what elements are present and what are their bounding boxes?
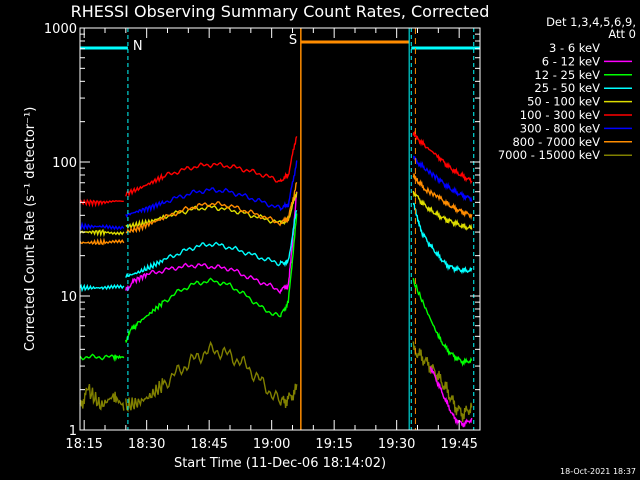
legend-header-line-2: Att 0	[608, 27, 636, 41]
series-3-segment-2	[412, 202, 473, 275]
series-7	[79, 173, 473, 246]
series-4-segment-0	[79, 228, 125, 238]
night-marker-label: N	[133, 39, 143, 54]
legend-label-1: 6 - 12 keV	[542, 54, 600, 68]
chart-title: RHESSI Observing Summary Count Rates, Co…	[71, 2, 490, 21]
series-7-segment-0	[79, 237, 125, 246]
y-tick-label: 10	[60, 290, 77, 305]
footer-timestamp: 18-Oct-2021 18:37	[560, 467, 636, 476]
series-6-segment-1	[125, 160, 298, 218]
series-6	[79, 155, 473, 231]
series-8-segment-0	[79, 383, 125, 411]
series-0-segment-0	[125, 287, 298, 358]
y-axis-label: Corrected Count Rate (s⁻¹ detector⁻¹)	[23, 107, 38, 352]
axis-layer: 18:15 18:30 18:45 19:00 19:15 19:30 19:45 1 10 10…	[44, 22, 481, 452]
legend-label-6: 300 - 800 keV	[520, 121, 600, 135]
series-5-segment-1	[125, 136, 298, 198]
legend-label-8: 7000 - 15000 keV	[498, 148, 600, 162]
x-tick-label: 18:30	[128, 437, 165, 452]
series-2-segment-2	[412, 277, 473, 367]
legend-header-line-1: Det 1,3,4,5,6,9,	[546, 15, 636, 29]
plot-frame	[79, 27, 481, 431]
series-1-segment-1	[429, 365, 473, 428]
series-8-segment-1	[125, 340, 298, 413]
series-6-segment-0	[79, 221, 125, 231]
legend-label-0: 3 - 6 keV	[549, 41, 600, 55]
series-3-segment-1	[125, 209, 298, 278]
series-2-segment-1	[125, 213, 298, 343]
x-tick-label: 19:00	[253, 437, 290, 452]
legend-label-3: 25 - 50 keV	[534, 81, 600, 95]
series-0	[125, 287, 298, 358]
series-8	[79, 340, 473, 422]
series-2-segment-0	[79, 353, 125, 362]
x-tick-label: 18:15	[65, 437, 102, 452]
series-5-segment-0	[79, 198, 124, 208]
legend-label-5: 100 - 300 keV	[520, 108, 600, 122]
legend-label-2: 12 - 25 keV	[534, 68, 600, 82]
x-tick-label: 19:45	[440, 437, 477, 452]
y-tick-label: 1000	[44, 22, 77, 37]
series-3-segment-0	[79, 283, 125, 293]
series-5	[79, 130, 473, 208]
series-7-segment-1	[125, 182, 298, 234]
y-tick-label: 100	[52, 156, 77, 171]
series-2	[79, 213, 473, 367]
series-1	[125, 191, 473, 428]
x-tick-label: 19:30	[378, 437, 415, 452]
saa-marker-label: S	[289, 33, 297, 48]
legend-label-4: 50 - 100 keV	[527, 95, 600, 109]
legend-label-7: 800 - 7000 keV	[512, 135, 600, 149]
x-axis-label: Start Time (11-Dec-06 18:14:02)	[174, 456, 386, 471]
x-tick-label: 18:45	[190, 437, 227, 452]
series-5-segment-2	[412, 130, 473, 185]
y-tick-label: 1	[69, 424, 77, 439]
series-3	[79, 202, 473, 293]
series-1-segment-0	[125, 191, 298, 295]
series-6-segment-2	[412, 155, 473, 203]
series-7-segment-2	[412, 173, 473, 220]
x-tick-label: 19:15	[315, 437, 352, 452]
series-layer	[79, 130, 473, 428]
series-4-segment-2	[412, 190, 473, 231]
series-8-segment-2	[412, 341, 473, 422]
